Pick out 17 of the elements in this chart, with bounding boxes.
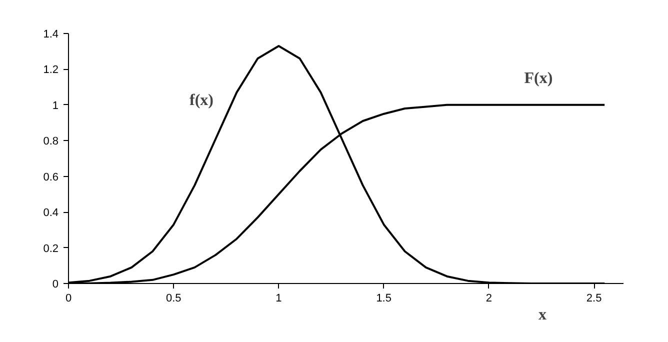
y-tick-label: 0.8	[43, 136, 59, 148]
y-tick-label: 0.6	[43, 171, 59, 184]
annotation: F(x)	[524, 70, 553, 87]
x-tick-label: 0.5	[166, 292, 182, 304]
y-tick-label: 1	[52, 100, 59, 112]
x-tick-label: 0	[65, 292, 72, 304]
x-axis-title: x	[538, 306, 546, 324]
x-tick-label: 2	[486, 292, 492, 304]
y-tick-label: 1.4	[43, 28, 59, 40]
annotation: f(x)	[190, 92, 214, 109]
y-tick-label: 1.2	[43, 64, 59, 76]
x-tick-label: 1	[276, 292, 282, 304]
y-tick-label: 0.2	[43, 242, 59, 255]
y-tick-label: 0.4	[43, 207, 59, 220]
x-tick-label: 2.5	[586, 292, 602, 304]
x-tick-label: 1.5	[376, 292, 392, 304]
y-tick-label: 0	[52, 278, 59, 290]
